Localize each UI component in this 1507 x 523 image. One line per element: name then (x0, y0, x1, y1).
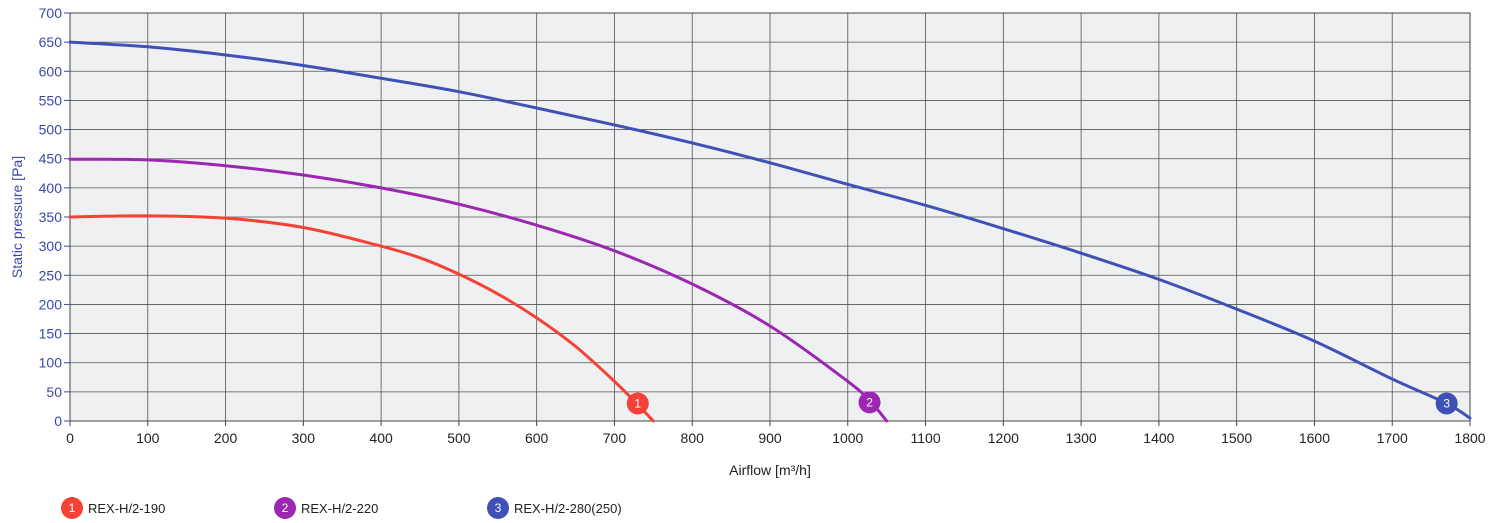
x-tick-label: 1800 (1454, 430, 1485, 446)
y-tick-label: 600 (39, 63, 63, 79)
y-tick-label: 650 (39, 34, 63, 50)
x-tick-label: 300 (292, 430, 316, 446)
x-tick-label: 600 (525, 430, 549, 446)
y-tick-label: 50 (46, 384, 62, 400)
legend-entry-1: REX-H/2-190 (88, 501, 165, 516)
x-tick-label: 1000 (832, 430, 863, 446)
legend-marker-1 (61, 497, 83, 519)
x-tick-label: 1400 (1143, 430, 1174, 446)
y-tick-label: 450 (39, 151, 63, 167)
y-tick-label: 500 (39, 122, 63, 138)
x-tick-label: 900 (758, 430, 782, 446)
y-tick-label: 400 (39, 180, 63, 196)
series-marker-label: 3 (1443, 397, 1450, 411)
x-tick-label: 1700 (1377, 430, 1408, 446)
y-tick-label: 250 (39, 267, 63, 283)
x-tick-label: 1300 (1066, 430, 1097, 446)
x-tick-label: 1600 (1299, 430, 1330, 446)
legend-marker-label: 1 (69, 501, 76, 515)
legend-marker-2 (274, 497, 296, 519)
y-tick-label: 350 (39, 209, 63, 225)
x-tick-label: 1200 (988, 430, 1019, 446)
legend: 1 REX-H/2-190 2 REX-H/2-220 3 REX-H/2-280(250… (61, 497, 622, 519)
legend-marker-label: 3 (495, 501, 502, 515)
y-tick-label: 0 (54, 413, 62, 429)
x-tick-label: 100 (136, 430, 160, 446)
x-axis-label: Airflow [m³/h] (729, 462, 811, 478)
y-axis-label: Static pressure [Pa] (9, 156, 25, 278)
x-tick-label: 0 (66, 430, 74, 446)
x-axis-ticks: 0 100 200 300 400 500 600 700 800 900 1000 1100 1200… (66, 421, 1486, 446)
y-tick-label: 300 (39, 238, 63, 254)
y-axis-ticks: 0 50 100 150 200 250 300 350 400 450 500 550 600 650 7… (39, 5, 70, 429)
series-marker-label: 2 (866, 395, 873, 409)
y-tick-label: 200 (39, 296, 63, 312)
series-marker-3 (1435, 392, 1458, 415)
y-tick-label: 100 (39, 355, 63, 371)
x-tick-label: 400 (369, 430, 393, 446)
legend-marker-label: 2 (282, 501, 289, 515)
series-marker-2 (858, 391, 881, 414)
legend-entry-3: REX-H/2-280(250) (514, 501, 622, 516)
series-marker-1 (626, 392, 649, 415)
legend-entry-2: REX-H/2-220 (301, 501, 378, 516)
series-marker-label: 1 (634, 397, 641, 411)
x-tick-label: 800 (681, 430, 705, 446)
series-line-2 (68, 157, 889, 423)
x-tick-label: 700 (603, 430, 627, 446)
series-line-3 (68, 40, 1472, 420)
y-tick-label: 550 (39, 92, 63, 108)
x-tick-label: 1100 (911, 430, 941, 446)
x-tick-label: 200 (214, 430, 238, 446)
legend-marker-3 (487, 497, 509, 519)
y-tick-label: 150 (39, 326, 63, 342)
x-tick-label: 500 (447, 430, 471, 446)
y-tick-label: 700 (39, 5, 63, 21)
x-tick-label: 1500 (1221, 430, 1252, 446)
series-line-1 (68, 214, 655, 423)
series-markers: 1 2 3 (626, 391, 1458, 415)
series-lines (68, 40, 1472, 423)
